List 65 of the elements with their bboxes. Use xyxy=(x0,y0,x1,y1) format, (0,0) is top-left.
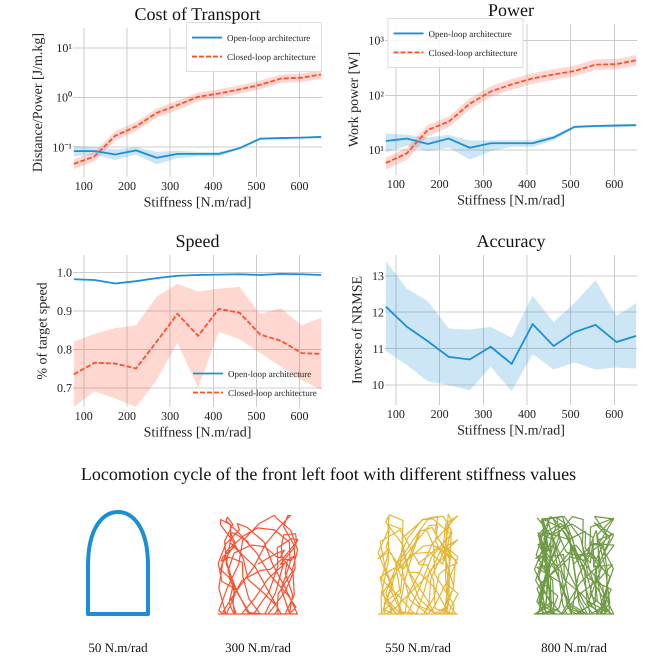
chart-title: Power xyxy=(488,0,534,20)
y-tick-label: 0.9 xyxy=(57,304,72,318)
chart-title: Accuracy xyxy=(476,231,546,251)
legend-label: Open-loop architecture xyxy=(227,33,310,44)
x-tick-label: 100 xyxy=(74,409,93,423)
y-tick-label: 10¹ xyxy=(56,40,72,55)
y-tick-label: 11 xyxy=(372,342,384,356)
x-axis-title: Stiffness [N.m/rad] xyxy=(144,195,252,210)
line-series xyxy=(385,124,637,149)
legend-label: Closed-loop architecture xyxy=(228,388,317,398)
text: 300 N.m/rad xyxy=(224,640,292,656)
y-axis-title: % of target speed xyxy=(36,282,51,380)
x-tick-label: 100 xyxy=(386,407,405,421)
x-tick-label: 400 xyxy=(204,179,222,193)
y-axis-title: Distance/Power [J/m.kg] xyxy=(30,32,46,172)
x-tick-label: 300 xyxy=(474,177,492,191)
y-tick-label: 10¹ xyxy=(368,143,384,158)
x-axis-title: Stiffness [N.m/rad] xyxy=(457,193,565,208)
x-axis-title: Stiffness [N.m/rad] xyxy=(457,423,565,438)
chart-title: Cost of Transport xyxy=(134,4,261,24)
y-tick-label: 13 xyxy=(372,268,384,283)
x-tick-label: 100 xyxy=(386,177,405,191)
legend-label: Open-loop architecture xyxy=(228,369,312,380)
text: 800 N.m/rad xyxy=(540,640,608,656)
x-axis-title: Stiffness [N.m/rad] xyxy=(144,425,252,440)
x-tick-label: 600 xyxy=(605,177,624,191)
x-tick-label: 100 xyxy=(74,179,93,193)
y-tick-label: 0.8 xyxy=(57,342,72,356)
x-tick-label: 600 xyxy=(605,407,624,421)
x-tick-label: 200 xyxy=(118,409,136,423)
x-tick-label: 200 xyxy=(118,179,136,193)
legend-label: Closed-loop architecture xyxy=(428,48,518,58)
text: Locomotion cycle of the front left foot with different stiffness values xyxy=(80,464,578,485)
x-tick-label: 200 xyxy=(430,407,449,421)
y-tick-label: 0.7 xyxy=(57,380,72,395)
text: 550 N.m/rad xyxy=(384,640,452,656)
text: 50 N.m/rad xyxy=(87,640,149,656)
x-tick-label: 400 xyxy=(204,409,222,423)
x-tick-label: 600 xyxy=(290,409,309,423)
line-series xyxy=(73,136,322,159)
y-tick-label: 12 xyxy=(372,305,384,320)
x-tick-label: 200 xyxy=(430,177,449,191)
y-axis-title: Inverse of NRMSE xyxy=(350,276,366,384)
legend-label: Open-loop architecture xyxy=(428,28,512,39)
y-tick-label: 10⁰ xyxy=(56,90,72,105)
x-tick-label: 300 xyxy=(161,179,180,193)
y-tick-label: 10³ xyxy=(368,34,384,48)
x-tick-label: 300 xyxy=(474,407,492,421)
y-tick-label: 1.0 xyxy=(57,266,72,280)
x-tick-label: 400 xyxy=(518,177,536,191)
chart-title: Speed xyxy=(176,231,220,251)
x-tick-label: 500 xyxy=(247,409,266,423)
x-tick-label: 500 xyxy=(562,407,580,421)
x-tick-label: 400 xyxy=(518,407,536,421)
y-tick-label: 10 xyxy=(372,378,384,392)
legend-label: Closed-loop architecture xyxy=(227,52,316,62)
line-series xyxy=(385,306,637,365)
x-tick-label: 500 xyxy=(562,177,580,191)
y-tick-label: 10² xyxy=(368,88,384,102)
line-series xyxy=(73,272,322,284)
x-tick-label: 300 xyxy=(161,409,180,423)
y-axis-title: Work power [W] xyxy=(346,52,362,148)
y-tick-label: 10⁻¹ xyxy=(52,140,72,154)
x-tick-label: 500 xyxy=(247,179,266,193)
x-tick-label: 600 xyxy=(290,179,309,193)
